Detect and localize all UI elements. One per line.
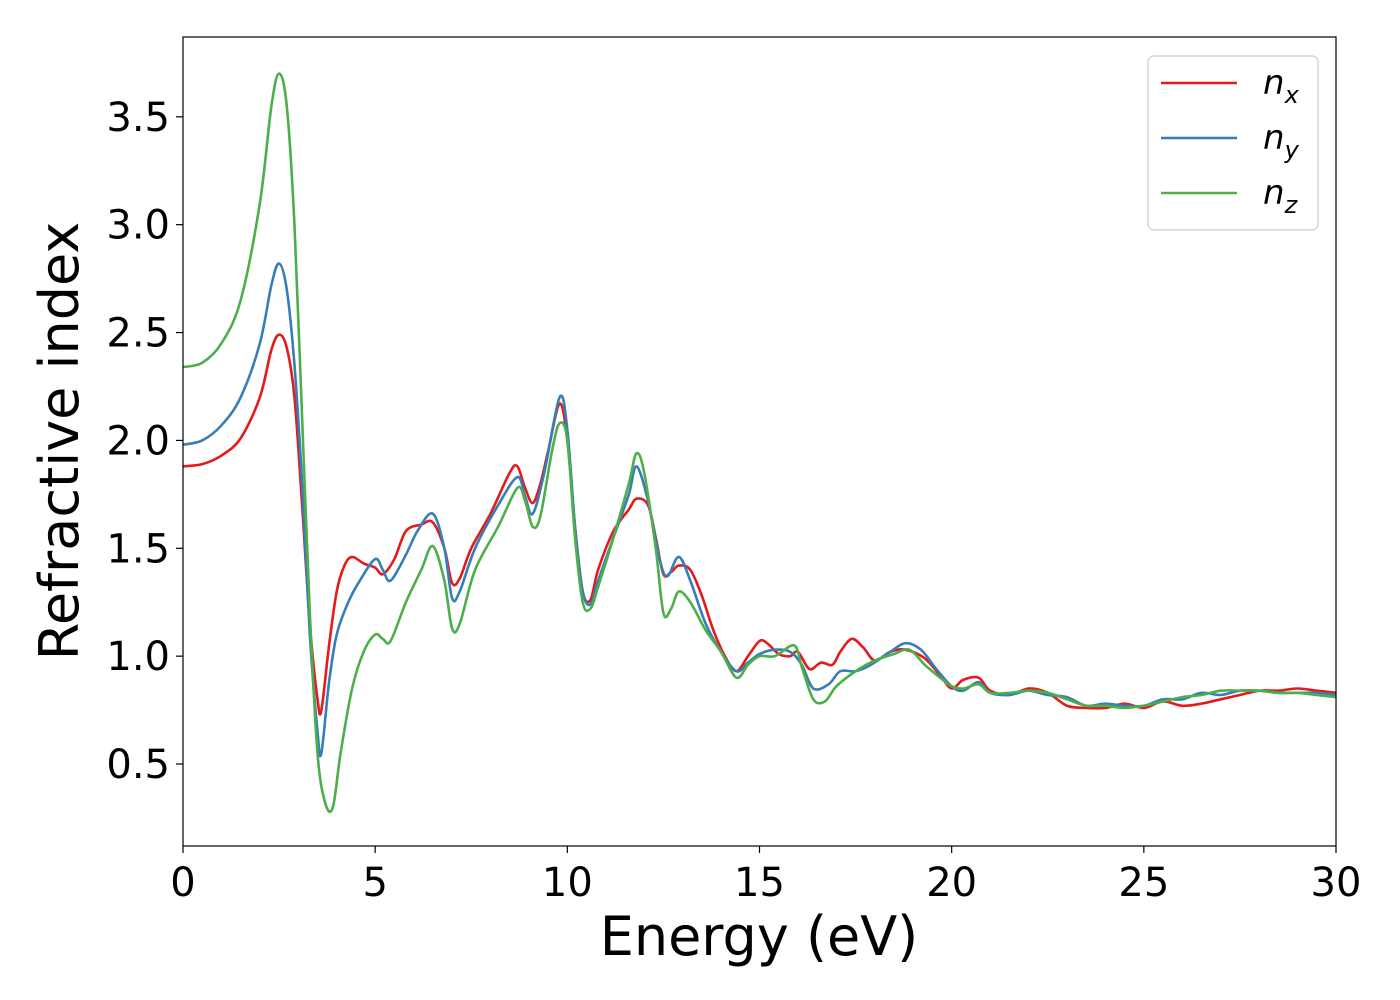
y-tick-label: 3.0 xyxy=(106,203,170,249)
y-tick-label: 0.5 xyxy=(106,742,170,788)
series-layer xyxy=(182,72,1337,814)
legend-label-n-z: nz xyxy=(1263,173,1299,219)
x-tick-label: 25 xyxy=(1118,860,1169,906)
x-tick-label: 15 xyxy=(734,860,785,906)
x-axis: 0 5 10 15 20 25 30 xyxy=(170,846,1361,906)
legend-label-n-x: nx xyxy=(1263,63,1300,109)
x-tick-label: 20 xyxy=(926,860,977,906)
y-tick-label: 2.0 xyxy=(106,418,170,464)
x-tick-label: 10 xyxy=(542,860,593,906)
legend-label-n-y: ny xyxy=(1263,118,1300,164)
x-tick-label: 0 xyxy=(170,860,195,906)
legend: nx ny nz xyxy=(1147,55,1319,231)
x-tick-label: 30 xyxy=(1311,860,1362,906)
y-tick-label: 1.0 xyxy=(106,634,170,680)
y-tick-label: 2.5 xyxy=(106,311,170,357)
legend-box xyxy=(1147,55,1319,231)
x-axis-title: Energy (eV) xyxy=(600,905,919,968)
y-axis: 0.5 1.0 1.5 2.0 2.5 3.0 3.5 xyxy=(106,95,183,788)
y-tick-label: 3.5 xyxy=(106,95,170,141)
series-line-n-z xyxy=(182,72,1337,814)
y-tick-label: 1.5 xyxy=(106,526,170,572)
x-tick-label: 5 xyxy=(362,860,387,906)
y-axis-title: Refractive index xyxy=(28,222,91,661)
